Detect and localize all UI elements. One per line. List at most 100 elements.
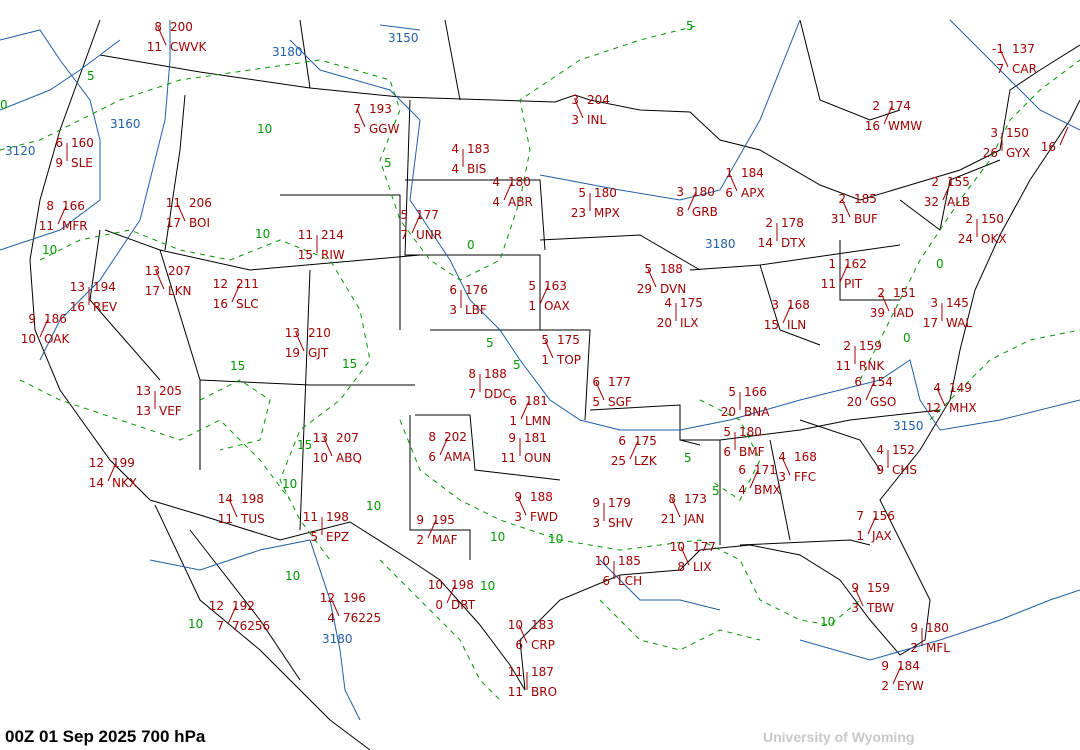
station-height: 204: [587, 93, 610, 107]
station-height: 159: [867, 581, 890, 595]
station-id: EYW: [897, 679, 924, 693]
station-dewpoint-depression: 11: [508, 685, 523, 699]
station-height: 183: [531, 618, 554, 632]
station-height: 187: [531, 665, 554, 679]
station-dewpoint-depression: 2: [416, 533, 424, 547]
station-plot: 6 175 25 LZK: [611, 434, 658, 468]
station-plot: 5 180 23 MPX: [571, 186, 620, 220]
wind-barb-icon: [539, 285, 549, 305]
station-dewpoint-depression: 5: [592, 395, 600, 409]
station-temperature: 13: [70, 280, 85, 294]
station-temperature: 9: [910, 621, 918, 635]
station-dewpoint-depression: 11: [501, 451, 516, 465]
wind-barb-icon: [323, 437, 333, 457]
wind-barb-icon: [411, 214, 421, 234]
station-temperature: 6: [55, 136, 63, 150]
isotherm-label: 5: [384, 156, 392, 170]
wind-barb-icon: [228, 498, 238, 518]
station-dewpoint-depression: 3: [778, 470, 786, 484]
height-contour-line: [0, 29, 101, 251]
station-id: LCH: [618, 574, 642, 588]
height-contour-line: [379, 24, 421, 31]
station-dewpoint-depression: 20: [721, 405, 736, 419]
station-plot: 6 176 3 LBF: [449, 283, 488, 317]
station-plot: 2 185 31 BUF: [831, 192, 878, 226]
height-contour-line: [949, 19, 1080, 131]
station-id: APX: [741, 186, 765, 200]
station-dewpoint-depression: 7: [216, 619, 224, 633]
wind-barb-icon: [227, 605, 237, 625]
station-dewpoint-depression: 1: [509, 414, 517, 428]
station-height: 137: [1012, 42, 1035, 56]
isotherm-label: 10: [188, 617, 203, 631]
station-temperature: 10: [670, 540, 685, 554]
station-dewpoint-depression: 11: [147, 40, 162, 54]
station-plot: 4 175 20 ILX: [657, 296, 703, 330]
height-contour-label: 3150: [388, 31, 419, 45]
station-plot: 5 188 29 DVN: [637, 262, 687, 296]
station-plot: 5 166 20 BNA: [721, 385, 770, 419]
station-plot: 8 202 6 AMA: [428, 430, 471, 464]
station-dewpoint-depression: 16: [1041, 140, 1056, 154]
station-temperature: 9: [514, 490, 522, 504]
station-height: 166: [62, 199, 85, 213]
station-height: 150: [981, 212, 1004, 226]
isotherm-line: [39, 229, 371, 561]
station-height: 180: [926, 621, 949, 635]
station-dewpoint-depression: 3: [571, 113, 579, 127]
state-line: [689, 244, 901, 271]
height-contour-label: 3180: [705, 237, 736, 251]
station-temperature: 8: [468, 367, 476, 381]
station-temperature: 2: [965, 212, 973, 226]
isotherm-label: 5: [486, 336, 494, 350]
station-id: GSO: [870, 395, 896, 409]
border-canada: [99, 44, 1080, 201]
station-plot: 10 198 0 DRT: [428, 578, 476, 612]
station-temperature: 5: [400, 208, 408, 222]
station-height: 210: [308, 326, 331, 340]
wind-barb-icon: [295, 332, 305, 352]
station-height: 178: [781, 216, 804, 230]
state-line: [539, 234, 701, 271]
station-dewpoint-depression: 11: [39, 219, 54, 233]
wind-barb-icon: [544, 339, 554, 359]
wind-barb-icon: [176, 202, 186, 222]
station-id: CRP: [531, 638, 555, 652]
gulf-atlantic-coast: [519, 99, 1080, 691]
station-height: 173: [684, 492, 707, 506]
station-id: DTX: [781, 236, 806, 250]
isotherm-label: 15: [230, 359, 245, 373]
isotherm-label: 10: [285, 569, 300, 583]
isotherm-label: 5: [684, 451, 692, 465]
state-line: [280, 194, 401, 330]
station-id: OKX: [981, 232, 1007, 246]
station-id: FWD: [530, 510, 558, 524]
isotherm-line: [929, 329, 1080, 421]
station-plot: 13 205 13 VEF: [136, 384, 182, 418]
station-plot: -1 137 7 CAR: [992, 42, 1037, 76]
station-dewpoint-depression: 4: [492, 195, 500, 209]
state-line: [299, 19, 311, 89]
height-contour-label: 3120: [5, 144, 36, 158]
station-id: LIX: [693, 560, 711, 574]
station-plot: 12 196 4 76225: [320, 591, 381, 625]
station-temperature: 4: [664, 296, 672, 310]
station-id: BIS: [467, 162, 486, 176]
station-temperature: 10: [508, 618, 523, 632]
station-height: 188: [530, 490, 553, 504]
station-plot: 4 183 4 BIS: [451, 142, 490, 176]
station-plot: 2 178 14 DTX: [758, 216, 806, 250]
station-dewpoint-depression: 25: [611, 454, 626, 468]
state-line: [589, 404, 701, 446]
station-dewpoint-depression: 17: [923, 316, 938, 330]
station-temperature: 5: [728, 385, 736, 399]
station-height: 181: [524, 431, 547, 445]
height-contours: [0, 19, 1080, 721]
wind-barb-icon: [781, 456, 791, 476]
station-id: WMW: [888, 119, 922, 133]
station-temperature: 6: [854, 375, 862, 389]
isotherm-label: 0: [936, 257, 944, 271]
station-temperature: 5: [723, 425, 731, 439]
station-id: RNK: [859, 359, 885, 373]
height-contour-label: 3150: [893, 419, 924, 433]
